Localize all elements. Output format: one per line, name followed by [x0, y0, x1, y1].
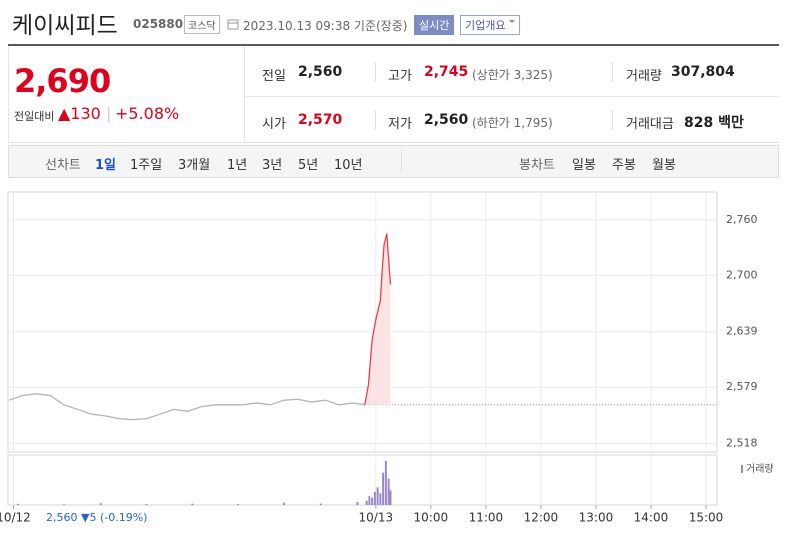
- row-rule: [245, 96, 779, 97]
- price-box: [8, 46, 245, 143]
- stock-code: 025880: [133, 17, 184, 31]
- quote-note: (상한가 3,325): [472, 68, 553, 82]
- quote-value: 2,570: [298, 112, 343, 128]
- price-line: [8, 393, 365, 421]
- volume-bar: [191, 503, 194, 505]
- tab-item[interactable]: 1일: [95, 158, 117, 173]
- tab-item[interactable]: 1주일: [130, 158, 163, 173]
- tab-item[interactable]: 일봉: [572, 158, 596, 173]
- col-rule: [375, 110, 376, 130]
- stock-name: 케이씨피드: [12, 13, 118, 39]
- dropdown-arrow: [509, 20, 516, 26]
- volume-bar: [62, 504, 65, 505]
- tab-item[interactable]: 5년: [298, 158, 319, 173]
- tab-bar: [8, 145, 779, 178]
- quote-value: 2,560: [424, 112, 469, 128]
- x-tick-label: 15:00: [689, 511, 724, 525]
- legend-swatch: [741, 465, 743, 473]
- quote-label: 거래량: [626, 69, 662, 84]
- quote-label: 시가: [262, 117, 286, 132]
- prev-day-label: 2,560 ▼5 (-0.19%): [46, 511, 147, 524]
- volume-bar: [384, 460, 387, 505]
- col-rule: [612, 110, 613, 130]
- chart: 2,518 2,579 2,639 2,700 2,760 10/12 10/13 10:00…: [0, 191, 774, 525]
- quote-value: 307,804: [671, 64, 735, 80]
- tab-label: 선차트: [45, 158, 81, 173]
- quote-label: 거래대금: [626, 117, 674, 132]
- quote-value: 2,745: [424, 64, 469, 80]
- y-tick-label: 2,579: [726, 380, 758, 393]
- quote-label: 고가: [388, 69, 412, 84]
- change: ▲130: [58, 104, 101, 123]
- current-price: 2,690: [14, 62, 111, 100]
- col-rule: [612, 62, 613, 82]
- company-button-label: 기업개요: [465, 19, 506, 32]
- plot-frame: [7, 191, 718, 453]
- volume-bar: [17, 503, 20, 505]
- quote-label: 저가: [388, 117, 412, 132]
- volume-bar: [373, 491, 376, 505]
- tab-item[interactable]: 3개월: [178, 158, 211, 173]
- volume-bar: [145, 504, 148, 505]
- y-tick-label: 2,760: [726, 213, 758, 226]
- tab-item[interactable]: 10년: [334, 158, 363, 173]
- tab-divider: [401, 150, 402, 172]
- volume-bar: [371, 497, 374, 505]
- x-tick-label: 13:00: [579, 511, 614, 525]
- volume-bar: [389, 490, 392, 505]
- volume-bar: [99, 503, 102, 505]
- volume-bar: [376, 487, 379, 505]
- quote-note: (하한가 1,795): [472, 116, 553, 130]
- separator: |: [106, 104, 112, 123]
- volume-bar: [382, 472, 385, 505]
- market-badge: 코스닥: [184, 15, 220, 34]
- tab-item[interactable]: 1년: [227, 158, 248, 173]
- x-tick-label: 14:00: [634, 511, 669, 525]
- tab-item[interactable]: 주봉: [612, 158, 636, 173]
- quote-value: 828 백만: [684, 115, 744, 131]
- volume-bar: [387, 478, 390, 505]
- x-tick-label: 12:00: [524, 511, 559, 525]
- volume-bar: [368, 496, 371, 505]
- volume-bar: [356, 502, 359, 505]
- x-tick-label: 10/13: [359, 511, 394, 525]
- volume-bar: [365, 500, 368, 505]
- calendar-icon: [227, 19, 239, 30]
- legend-label: 거래량: [746, 463, 774, 475]
- change-label: 전일대비: [14, 110, 55, 123]
- header-rule: [8, 44, 779, 46]
- volume-bar: [283, 502, 286, 505]
- company-button[interactable]: 기업개요: [460, 15, 521, 35]
- col-rule: [375, 62, 376, 82]
- y-tick-label: 2,700: [726, 268, 758, 281]
- price-line: [364, 233, 392, 405]
- quote-label: 전일: [262, 69, 286, 84]
- timestamp: 2023.10.13 09:38 기준(장중): [243, 19, 408, 33]
- x-tick-label: 10:00: [414, 511, 449, 525]
- volume-bar: [379, 493, 382, 505]
- volume-frame: [7, 454, 718, 506]
- volume-bar: [319, 503, 322, 505]
- x-tick-label: 11:00: [469, 511, 504, 525]
- tab-item[interactable]: 3년: [262, 158, 283, 173]
- tab-label: 봉차트: [519, 158, 555, 173]
- tab-item[interactable]: 월봉: [652, 158, 676, 173]
- volume-bar: [237, 503, 240, 505]
- row-rule: [245, 142, 779, 143]
- y-tick-label: 2,639: [726, 325, 758, 338]
- change-rate: +5.08%: [115, 104, 180, 123]
- y-tick-label: 2,518: [726, 437, 758, 450]
- quote-value: 2,560: [298, 64, 343, 80]
- x-tick-label: 10/12: [0, 511, 31, 525]
- realtime-button[interactable]: 실시간: [414, 15, 455, 35]
- area: [364, 233, 391, 405]
